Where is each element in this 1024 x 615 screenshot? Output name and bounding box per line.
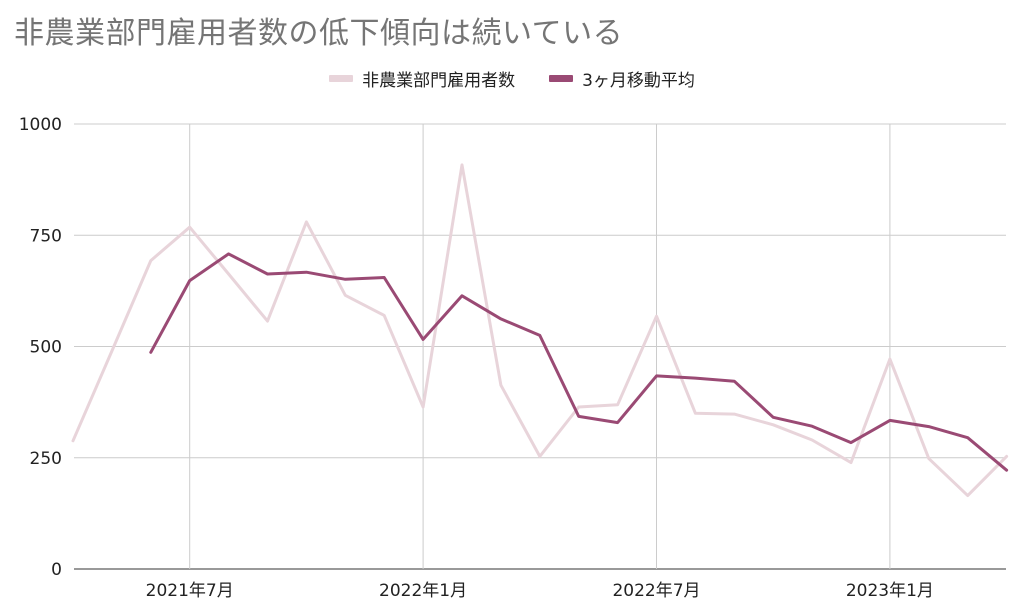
x-tick-label: 2022年1月 xyxy=(379,581,467,601)
legend-item-nonfarm-payrolls: 非農業部門雇用者数 xyxy=(329,66,515,91)
y-tick-label: 500 xyxy=(30,338,62,358)
series-line-nonfarm-payrolls xyxy=(71,163,1009,498)
y-tick-label: 250 xyxy=(30,449,62,469)
legend-label-nonfarm-payrolls: 非農業部門雇用者数 xyxy=(362,71,516,91)
chart-legend: 非農業部門雇用者数 3ヶ月移動平均 xyxy=(0,66,1024,91)
series-line-moving-average xyxy=(149,252,1009,472)
y-tick-label: 1000 xyxy=(19,115,62,135)
legend-swatch-moving-average xyxy=(549,75,574,82)
y-tick-label: 0 xyxy=(51,560,62,580)
x-tick-label: 2022年7月 xyxy=(612,581,700,601)
y-tick-label: 750 xyxy=(30,226,62,246)
legend-label-moving-average: 3ヶ月移動平均 xyxy=(582,71,695,91)
chart-title: 非農業部門雇用者数の低下傾向は続いている xyxy=(14,16,624,51)
x-tick-label: 2023年1月 xyxy=(846,581,934,601)
legend-item-moving-average: 3ヶ月移動平均 xyxy=(549,66,695,91)
legend-swatch-nonfarm-payrolls xyxy=(329,75,354,82)
x-tick-label: 2021年7月 xyxy=(146,581,234,601)
